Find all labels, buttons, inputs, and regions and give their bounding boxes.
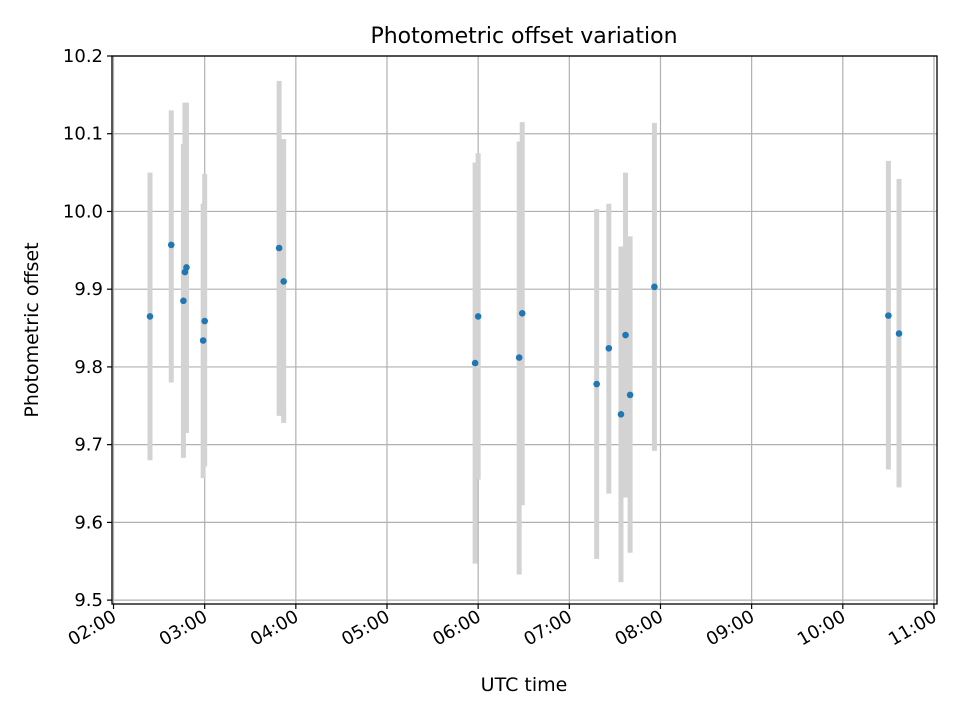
y-axis-label: Photometric offset: [21, 242, 43, 417]
data-point: [622, 331, 629, 339]
data-point: [199, 337, 207, 344]
data-point: [201, 317, 208, 325]
chart-title: Photometric offset variation: [370, 24, 677, 49]
data-point: [617, 411, 625, 418]
y-tick-label: 9.9: [74, 279, 103, 300]
data-point: [471, 359, 479, 367]
y-tick-label: 10.2: [63, 46, 103, 67]
data-point: [180, 297, 187, 305]
data-point: [515, 354, 523, 361]
data-point: [183, 264, 190, 271]
data-point: [146, 313, 154, 320]
data-point: [167, 241, 175, 249]
data-point: [651, 283, 658, 291]
data-point: [474, 313, 482, 320]
data-point: [605, 344, 613, 352]
y-tick-label: 9.7: [74, 435, 103, 456]
x-axis-label: UTC time: [481, 674, 568, 696]
data-point: [885, 312, 892, 319]
plot-frame: [111, 55, 938, 605]
y-tick-label: 10.0: [63, 201, 103, 222]
y-tick-label: 9.6: [74, 512, 103, 533]
data-point: [275, 244, 283, 252]
y-axis-ticks: 9.5 9.6 9.7 9.8 9.9 10.0 10.1 10.2: [63, 46, 112, 611]
data-point: [593, 380, 600, 388]
data-point: [518, 309, 526, 317]
y-tick-label: 9.8: [74, 357, 103, 378]
data-points: [146, 241, 903, 418]
data-point: [626, 391, 634, 399]
y-tick-label: 9.5: [74, 590, 103, 611]
data-point: [895, 330, 903, 337]
data-point: [280, 278, 287, 285]
y-tick-label: 10.1: [63, 124, 103, 145]
